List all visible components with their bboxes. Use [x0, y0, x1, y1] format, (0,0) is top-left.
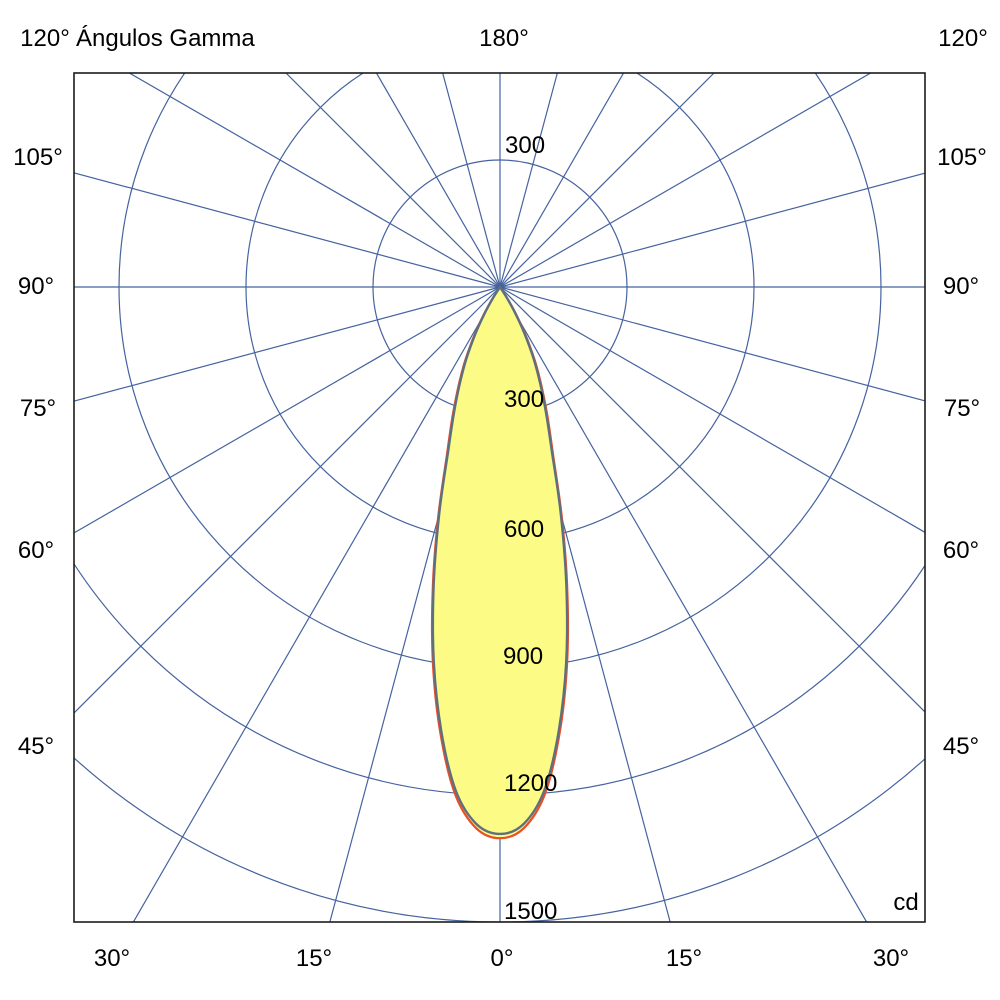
ring-label-600: 600 — [504, 516, 545, 543]
grid-ray-255 — [74, 172, 501, 288]
grid-ray-240 — [128, 73, 501, 288]
grid-ray-225 — [285, 73, 501, 288]
grid-ray-60 — [499, 286, 925, 534]
ring-label-900: 900 — [503, 643, 544, 670]
grid-ray-75 — [499, 286, 925, 402]
grid-ray-45 — [499, 286, 925, 713]
grid-ray-30 — [499, 286, 868, 922]
ring-label-1200: 1200 — [504, 770, 558, 797]
bottom-gamma-30-right: 30° — [872, 945, 910, 972]
grid-ray-285 — [74, 286, 501, 402]
grid-ray-315 — [74, 286, 501, 714]
bottom-gamma-30-left: 30° — [93, 945, 131, 972]
right-gamma-90: 90° — [942, 273, 980, 300]
left-gamma-75: 75° — [19, 395, 57, 422]
right-gamma-105: 105° — [937, 144, 987, 171]
left-gamma-90: 90° — [17, 273, 55, 300]
corner-angle-top-right: 120° — [938, 25, 988, 52]
intensity-lobe-inner-curve — [431, 285, 569, 836]
grid-ray-105 — [499, 172, 925, 288]
zenith-angle-label: 180° — [479, 25, 529, 52]
bottom-gamma-15-right: 15° — [665, 945, 703, 972]
plot-border — [73, 72, 926, 923]
chart-title: Ángulos Gamma — [76, 25, 255, 52]
bottom-gamma-0: 0° — [490, 945, 514, 972]
bottom-gamma-15-left: 15° — [295, 945, 333, 972]
grid-ray-330 — [132, 286, 501, 922]
ring-label-1500: 1500 — [504, 898, 558, 925]
grid-ray-150 — [499, 73, 625, 288]
grid-ray-210 — [375, 73, 501, 288]
right-gamma-75: 75° — [943, 395, 981, 422]
grid-ray-135 — [499, 73, 715, 288]
ring-label-300-top: 300 — [505, 132, 546, 159]
left-gamma-45: 45° — [17, 733, 55, 760]
ring-label-300: 300 — [504, 386, 545, 413]
right-gamma-60: 60° — [942, 537, 980, 564]
corner-angle-top-left: 120° — [20, 25, 70, 52]
left-gamma-105: 105° — [13, 144, 63, 171]
left-gamma-60: 60° — [17, 537, 55, 564]
grid-ray-165 — [499, 73, 558, 288]
grid-ray-120 — [499, 73, 872, 288]
grid-ray-300 — [74, 286, 501, 534]
unit-label: cd — [893, 889, 919, 916]
grid-ray-195 — [442, 73, 501, 288]
right-gamma-45: 45° — [942, 733, 980, 760]
